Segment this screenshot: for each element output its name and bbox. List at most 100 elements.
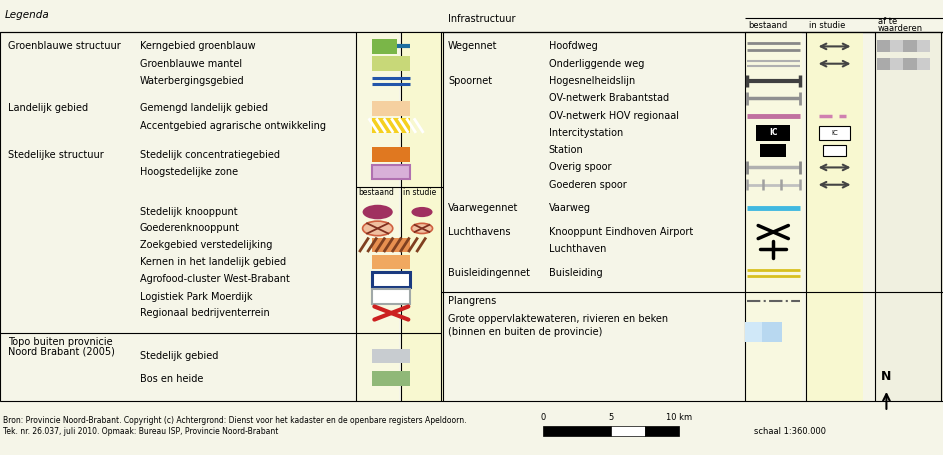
Text: Kerngebied groenblauw: Kerngebied groenblauw (140, 41, 256, 51)
Bar (401, 169, 443, 194)
Text: Stedelijke structuur: Stedelijke structuur (8, 150, 104, 160)
Text: Infrastructuur: Infrastructuur (448, 14, 516, 24)
Text: Stedelijk knooppunt: Stedelijk knooppunt (140, 207, 238, 217)
Text: Plangrens: Plangrens (448, 296, 496, 306)
Bar (875, 32, 943, 401)
Circle shape (362, 221, 393, 236)
Bar (372, 289, 410, 304)
Text: Hoogstedelijke zone: Hoogstedelijke zone (140, 167, 238, 177)
Text: OV-netwerk HOV regionaal: OV-netwerk HOV regionaal (549, 111, 679, 121)
Bar (372, 165, 410, 179)
Text: Groenblauwe structuur: Groenblauwe structuur (8, 41, 121, 51)
Bar (372, 349, 410, 363)
Text: in studie: in studie (809, 20, 846, 30)
Text: IC: IC (769, 128, 778, 137)
Text: (binnen en buiten de provincie): (binnen en buiten de provincie) (448, 327, 603, 337)
Text: Stedelijk gebied: Stedelijk gebied (140, 351, 218, 361)
Text: Agrofood-cluster West-Brabant: Agrofood-cluster West-Brabant (140, 274, 290, 284)
Text: Knooppunt Eindhoven Airport: Knooppunt Eindhoven Airport (549, 227, 693, 237)
Text: Bron: Provincie Noord-Brabant. Copyright (c) Achtergrond: Dienst voor het kadast: Bron: Provincie Noord-Brabant. Copyright… (3, 416, 467, 425)
Bar (645, 426, 679, 436)
Text: Intercitystation: Intercitystation (549, 128, 623, 138)
Text: Station: Station (549, 145, 584, 155)
Text: Legenda: Legenda (5, 10, 49, 20)
Text: Vaarweg: Vaarweg (549, 203, 591, 213)
Text: Luchthavens: Luchthavens (448, 227, 510, 237)
Text: af te: af te (878, 17, 897, 26)
Text: IC: IC (831, 130, 838, 136)
Text: Stedelijk concentratiegebied: Stedelijk concentratiegebied (140, 150, 279, 160)
Text: 0: 0 (540, 413, 546, 422)
Bar (760, 144, 786, 157)
Text: Gemengd landelijk gebied: Gemengd landelijk gebied (140, 103, 268, 113)
Bar (356, 32, 399, 174)
Bar (611, 426, 645, 436)
Text: Regionaal bedrijventerrein: Regionaal bedrijventerrein (140, 308, 270, 318)
Text: OV-netwerk Brabantstad: OV-netwerk Brabantstad (549, 93, 669, 103)
Bar (819, 126, 850, 140)
Text: 10 km: 10 km (666, 413, 692, 422)
Text: Luchthaven: Luchthaven (549, 244, 606, 254)
Bar (745, 322, 782, 342)
Text: Kernen in het landelijk gebied: Kernen in het landelijk gebied (140, 257, 286, 267)
Text: Goederen spoor: Goederen spoor (549, 180, 626, 190)
Text: Buisleidingennet: Buisleidingennet (448, 268, 530, 278)
Text: Wegennet: Wegennet (448, 41, 497, 51)
Text: Groenblauwe mantel: Groenblauwe mantel (140, 59, 241, 69)
Circle shape (411, 207, 433, 217)
Bar (401, 32, 443, 174)
Text: Buisleiding: Buisleiding (549, 268, 603, 278)
Bar (0, 32, 943, 401)
Text: Noord Brabant (2005): Noord Brabant (2005) (8, 346, 114, 356)
Text: Zoekgebied verstedelijking: Zoekgebied verstedelijking (140, 240, 272, 250)
Bar (401, 194, 443, 401)
Bar (823, 145, 846, 156)
Text: Accentgebied agrarische ontwikkeling: Accentgebied agrarische ontwikkeling (140, 121, 325, 131)
Text: Goederenknooppunt: Goederenknooppunt (140, 223, 240, 233)
Bar (877, 40, 890, 52)
Text: 5: 5 (608, 413, 614, 422)
Circle shape (362, 205, 393, 219)
Text: in studie: in studie (403, 187, 436, 197)
Bar (372, 118, 410, 133)
Text: Overig spoor: Overig spoor (549, 162, 611, 172)
Text: N: N (881, 370, 892, 383)
Text: Waterbergingsgebied: Waterbergingsgebied (140, 76, 244, 86)
Text: Spoornet: Spoornet (448, 76, 492, 86)
Bar (356, 194, 399, 401)
Text: Topo buiten provnicie: Topo buiten provnicie (8, 337, 112, 347)
Text: bestaand: bestaand (358, 187, 394, 197)
Text: schaal 1:360.000: schaal 1:360.000 (754, 427, 826, 436)
Bar (372, 238, 410, 252)
Text: Logistiek Park Moerdijk: Logistiek Park Moerdijk (140, 292, 252, 302)
Bar (877, 58, 890, 70)
Bar (903, 58, 917, 70)
Bar (372, 272, 410, 287)
Bar (745, 32, 802, 401)
Text: Landelijk gebied: Landelijk gebied (8, 103, 88, 113)
Text: Bos en heide: Bos en heide (140, 374, 203, 384)
Text: Vaarwegennet: Vaarwegennet (448, 203, 519, 213)
Text: waarderen: waarderen (878, 24, 923, 33)
Text: Onderliggende weg: Onderliggende weg (549, 59, 644, 69)
Bar (372, 371, 410, 386)
Bar (372, 255, 410, 269)
Circle shape (411, 223, 433, 233)
Bar (903, 40, 917, 52)
Bar (745, 322, 762, 342)
Bar (372, 39, 397, 54)
Bar (756, 125, 790, 141)
Bar (372, 56, 410, 71)
Text: Hogesnelheidslijn: Hogesnelheidslijn (549, 76, 635, 86)
Bar (356, 169, 399, 194)
Bar (372, 101, 410, 116)
Text: Hoofdweg: Hoofdweg (549, 41, 598, 51)
Bar (372, 147, 410, 162)
Bar (877, 40, 930, 52)
Text: bestaand: bestaand (748, 20, 787, 30)
Text: Grote oppervlaktewateren, rivieren en beken: Grote oppervlaktewateren, rivieren en be… (448, 314, 668, 324)
Bar (877, 58, 930, 70)
Bar (806, 32, 863, 401)
Bar (543, 426, 611, 436)
Text: Tek. nr. 26.037, juli 2010. Opmaak: Bureau ISP, Provincie Noord-Brabant: Tek. nr. 26.037, juli 2010. Opmaak: Bure… (3, 427, 278, 436)
